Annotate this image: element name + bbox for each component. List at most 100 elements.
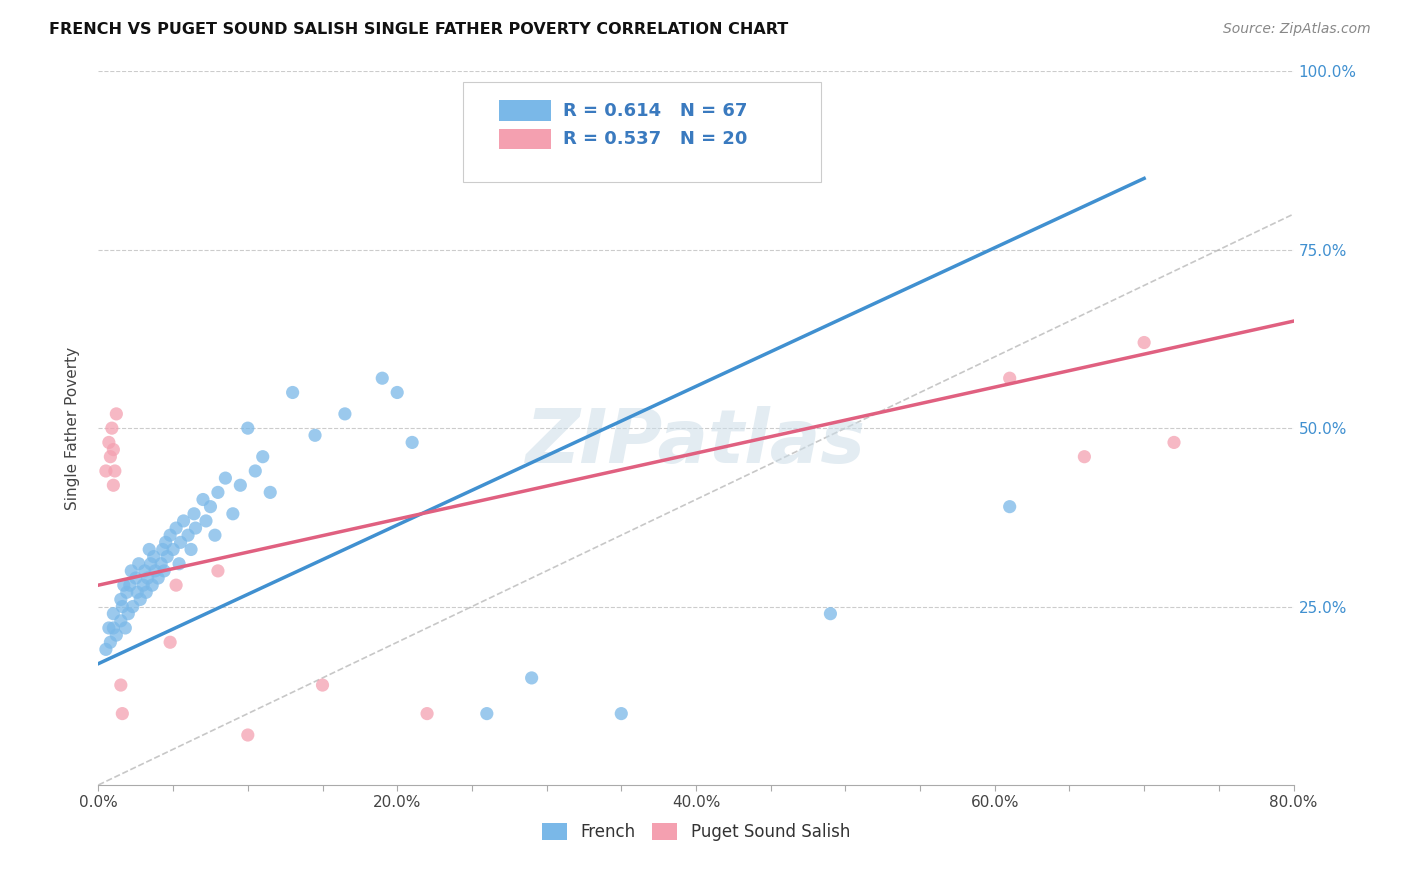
- Point: [385, 385, 409, 400]
- Point: [129, 592, 152, 607]
- Point: [207, 485, 229, 500]
- Point: [94, 642, 117, 657]
- Point: [117, 607, 139, 621]
- Text: R = 0.537   N = 20: R = 0.537 N = 20: [564, 130, 748, 148]
- Point: [110, 592, 132, 607]
- Point: [998, 500, 1021, 514]
- Point: [207, 564, 229, 578]
- Point: [132, 578, 155, 592]
- Point: [103, 478, 125, 492]
- Point: [180, 542, 202, 557]
- Point: [259, 485, 281, 500]
- Point: [139, 557, 162, 571]
- Text: Source: ZipAtlas.com: Source: ZipAtlas.com: [1223, 22, 1371, 37]
- Point: [998, 371, 1021, 385]
- Point: [229, 478, 252, 492]
- Text: FRENCH VS PUGET SOUND SALISH SINGLE FATHER POVERTY CORRELATION CHART: FRENCH VS PUGET SOUND SALISH SINGLE FATH…: [49, 22, 789, 37]
- Point: [153, 564, 176, 578]
- Point: [156, 549, 179, 564]
- Point: [159, 635, 181, 649]
- Point: [150, 557, 173, 571]
- Point: [281, 385, 304, 400]
- Point: [401, 435, 423, 450]
- Point: [558, 100, 581, 114]
- Point: [162, 542, 184, 557]
- Point: [159, 528, 181, 542]
- Point: [103, 621, 125, 635]
- Y-axis label: Single Father Poverty: Single Father Poverty: [65, 347, 80, 509]
- Point: [183, 507, 205, 521]
- Point: [155, 535, 177, 549]
- Point: [475, 706, 498, 721]
- Point: [252, 450, 274, 464]
- Point: [128, 557, 150, 571]
- Point: [177, 528, 200, 542]
- Point: [105, 628, 128, 642]
- Point: [195, 514, 218, 528]
- Point: [115, 585, 138, 599]
- Point: [520, 671, 543, 685]
- Point: [204, 528, 226, 542]
- Point: [165, 521, 187, 535]
- Point: [173, 514, 195, 528]
- Point: [112, 578, 135, 592]
- Point: [1073, 450, 1095, 464]
- Point: [105, 407, 128, 421]
- Point: [111, 599, 134, 614]
- Point: [97, 435, 120, 450]
- Point: [110, 614, 132, 628]
- Point: [138, 542, 160, 557]
- Point: [236, 728, 259, 742]
- Point: [100, 635, 122, 649]
- Point: [222, 507, 245, 521]
- Point: [214, 471, 236, 485]
- Point: [148, 571, 170, 585]
- Point: [311, 678, 333, 692]
- Point: [169, 535, 191, 549]
- Point: [1163, 435, 1185, 450]
- Point: [152, 542, 174, 557]
- Legend: French, Puget Sound Salish: French, Puget Sound Salish: [536, 816, 856, 848]
- Point: [245, 464, 267, 478]
- Point: [165, 578, 187, 592]
- Point: [141, 578, 163, 592]
- Point: [114, 621, 136, 635]
- Point: [143, 564, 166, 578]
- Point: [103, 607, 125, 621]
- Point: [103, 442, 125, 457]
- Point: [610, 706, 633, 721]
- Point: [94, 464, 117, 478]
- Text: ZIPatlas: ZIPatlas: [526, 406, 866, 479]
- Point: [118, 578, 141, 592]
- Point: [543, 93, 565, 107]
- Point: [135, 585, 157, 599]
- Point: [127, 585, 149, 599]
- Text: R = 0.614   N = 67: R = 0.614 N = 67: [564, 102, 748, 120]
- Point: [416, 706, 439, 721]
- Point: [134, 564, 156, 578]
- Point: [1133, 335, 1156, 350]
- Point: [191, 492, 214, 507]
- Point: [142, 549, 165, 564]
- Point: [200, 500, 222, 514]
- FancyBboxPatch shape: [499, 100, 551, 121]
- Point: [333, 407, 356, 421]
- Point: [101, 421, 124, 435]
- Point: [371, 371, 394, 385]
- Point: [97, 621, 120, 635]
- FancyBboxPatch shape: [499, 128, 551, 150]
- Point: [184, 521, 207, 535]
- Point: [111, 706, 134, 721]
- Point: [110, 678, 132, 692]
- Point: [304, 428, 326, 442]
- Point: [125, 571, 148, 585]
- Point: [236, 421, 259, 435]
- Point: [100, 450, 122, 464]
- FancyBboxPatch shape: [463, 82, 821, 182]
- Point: [167, 557, 190, 571]
- Point: [136, 571, 159, 585]
- Point: [120, 564, 142, 578]
- Point: [121, 599, 143, 614]
- Point: [104, 464, 127, 478]
- Point: [820, 607, 842, 621]
